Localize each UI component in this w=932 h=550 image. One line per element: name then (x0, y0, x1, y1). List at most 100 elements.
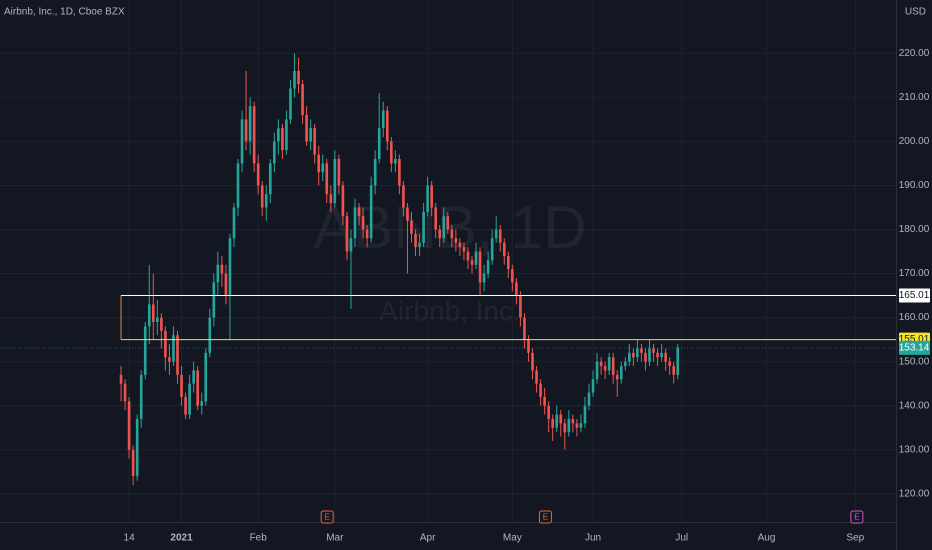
y-tick-label: 200.00 (899, 136, 930, 147)
candle-body (305, 114, 308, 142)
candle-body (204, 352, 208, 402)
candle-body (341, 185, 345, 217)
candle-body (591, 379, 595, 393)
y-tick-label: 190.00 (899, 180, 930, 191)
candle-body (264, 194, 268, 208)
candle-body (623, 361, 627, 367)
candle-body (357, 207, 361, 217)
candle-body (603, 366, 607, 371)
candle-body (660, 352, 663, 358)
currency: USD (905, 7, 926, 18)
candle-body (127, 401, 131, 450)
x-tick-label: Jun (585, 533, 601, 544)
candle-body (418, 242, 421, 248)
x-tick-label: Feb (250, 533, 268, 544)
candle-body (139, 374, 143, 419)
candle-body (180, 374, 183, 397)
candle-body (519, 295, 522, 318)
plot (0, 53, 896, 485)
candle-body (373, 159, 377, 186)
candle-body (119, 374, 123, 384)
candle-body (502, 242, 506, 256)
watermark-subtitle: Airbnb, Inc. (379, 295, 521, 326)
candle-body (369, 185, 373, 239)
candle-body (168, 357, 171, 362)
y-tick-label: 130.00 (899, 444, 930, 455)
candle-body (535, 370, 538, 384)
x-tick-label: 2021 (170, 533, 193, 544)
candle-body (611, 357, 615, 375)
axes: 120.00 130.00 140.00 150.00 160.00 170.00 180.… (124, 48, 930, 544)
candle-body (619, 366, 623, 380)
candle-body (196, 370, 199, 406)
candle-body (470, 260, 474, 265)
last-price-bg (899, 340, 930, 355)
candle-body (555, 414, 559, 428)
candle-body (385, 110, 389, 142)
candle-body (406, 207, 409, 221)
candle-body (579, 423, 583, 428)
candle-body (200, 401, 204, 406)
candle-body (135, 418, 139, 477)
candle-body (402, 185, 405, 208)
candle-body (599, 361, 603, 367)
candle-body (615, 374, 619, 380)
candle-body (325, 163, 329, 195)
candle-body (595, 361, 599, 380)
candle-body (188, 383, 191, 415)
candle-body (531, 352, 534, 371)
candle-body (410, 220, 413, 234)
y-tick-label: 150.00 (899, 356, 930, 367)
event-marker (320, 510, 334, 524)
candle-body (636, 348, 639, 358)
candle-body (640, 348, 643, 353)
y-tick-label: 120.00 (899, 488, 930, 499)
candle-body (434, 207, 438, 230)
last-price-label: 153.14 (899, 342, 930, 353)
candle-body (123, 383, 127, 402)
candle-body (644, 352, 647, 362)
candle-body (289, 88, 292, 120)
candle-body (212, 282, 216, 318)
event-label: E (325, 513, 330, 522)
level-label-bg (899, 288, 930, 303)
candle-body (474, 251, 478, 265)
candle-body (365, 229, 369, 239)
candle-body (293, 70, 296, 89)
candle-body (228, 238, 232, 296)
candle-body (656, 352, 659, 358)
candle-body (458, 242, 462, 248)
candle-body (652, 348, 655, 353)
candle-body (547, 405, 550, 419)
candle-body (333, 159, 337, 204)
candle-body (256, 163, 260, 186)
candle-body (551, 418, 554, 428)
y-tick-label: 170.00 (899, 268, 930, 279)
candle-body (575, 423, 579, 428)
candle-body (426, 185, 429, 212)
candle-body (184, 396, 187, 415)
x-tick-label: Sep (846, 533, 864, 544)
level-label: 165.01 (899, 290, 930, 301)
candle-body (454, 238, 458, 243)
event-marker (850, 510, 864, 524)
candle-body (301, 84, 304, 115)
candle-body (156, 317, 159, 323)
candle-body (313, 128, 316, 155)
candle-body (438, 229, 442, 239)
candle-body (587, 392, 591, 406)
candle-body (268, 163, 272, 195)
candle-body (277, 128, 280, 142)
level-label: 155.01 (899, 334, 930, 345)
candle-body (192, 370, 195, 384)
candle-body (381, 110, 385, 129)
candle-body (442, 216, 446, 239)
y-tick-label: 140.00 (899, 400, 930, 411)
candle-body (515, 282, 518, 296)
candle-body (523, 317, 526, 340)
candle-body (224, 273, 228, 296)
candle-body (628, 352, 631, 362)
candle-body (248, 106, 252, 142)
candle-body (527, 339, 530, 353)
